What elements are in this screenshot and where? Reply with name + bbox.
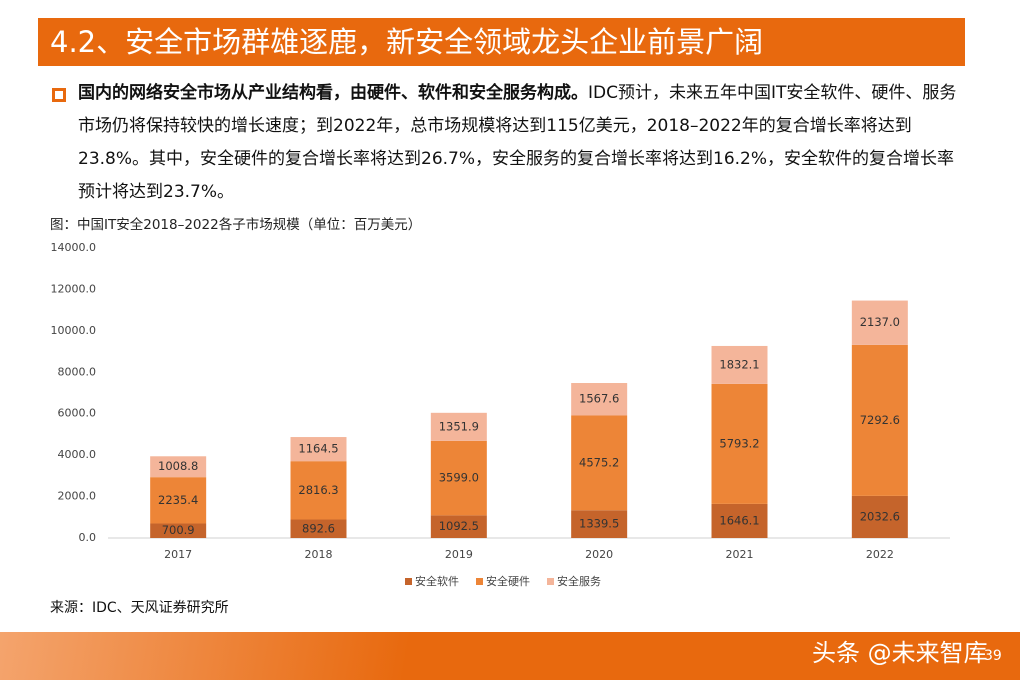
y-tick-label: 4000.0 [58,448,97,461]
bar-segment [290,437,347,462]
x-tick-label: 2022 [866,548,894,561]
value-label: 4575.2 [579,455,619,469]
page-number: 39 [984,648,1002,664]
value-label: 1092.5 [439,519,479,533]
legend-label: 安全服务 [557,574,601,588]
x-tick-label: 2017 [164,548,192,561]
y-tick-label: 2000.0 [58,490,97,503]
bar-segment [851,344,908,496]
value-label: 1351.9 [439,419,479,433]
y-tick-label: 8000.0 [58,365,97,378]
chart-title: 图：中国IT安全2018–2022各子市场规模（单位：百万美元） [50,217,422,233]
chart: 0.0 2000.0 4000.0 6000.0 8000.0 10000.0 12000.… [51,241,950,588]
source: 来源：IDC、天风证券研究所 [50,600,229,616]
watermark: 头条 @未来智库 [812,639,988,667]
y-tick-label: 10000.0 [51,324,97,337]
bar-segment [711,345,768,384]
y-tick-label: 6000.0 [58,407,97,420]
value-label: 700.9 [162,523,195,537]
value-label: 2816.3 [298,483,338,497]
bullet-icon [52,88,66,102]
value-label: 1008.8 [158,459,198,473]
value-label: 7292.6 [860,413,900,427]
value-label: 1646.1 [719,513,759,527]
bar-segment [430,515,487,538]
legend-swatch [476,578,483,585]
value-label: 892.6 [302,521,335,535]
value-label: 5793.2 [719,436,759,450]
bar-segment [290,519,347,538]
value-label: 3599.0 [439,471,479,485]
y-tick-label: 14000.0 [51,241,97,254]
bar-segment [851,495,908,538]
value-label: 1339.5 [579,517,619,531]
x-tick-label: 2020 [585,548,613,561]
bullet-text: 国内的网络安全市场从产业结构看，由硬件、软件和安全服务构成。IDC预计，未来五年… [78,77,968,209]
value-label: 1164.5 [298,442,338,456]
value-label: 2235.4 [158,493,198,507]
x-tick-label: 2021 [726,548,754,561]
bold-text: 国内的网络安全市场从产业结构看，由硬件、软件和安全服务构成。 [78,83,588,103]
bar-segment [571,415,628,511]
x-tick-label: 2018 [305,548,333,561]
bar-segment [430,440,487,516]
value-label: 2137.0 [860,315,900,329]
bar-segment [430,412,487,441]
value-label: 2032.6 [860,509,900,523]
bar-segment [150,456,207,478]
bar-segment [571,383,628,416]
x-tick-label: 2019 [445,548,473,561]
bar-segment [571,510,628,538]
bar-segment [711,503,768,538]
bar-segment [851,300,908,345]
value-label: 1832.1 [719,357,759,371]
footer-band [0,632,1020,680]
value-label: 1567.6 [579,392,619,406]
legend-label: 安全硬件 [486,574,530,588]
slide-title: 4.2、安全市场群雄逐鹿，新安全领域龙头企业前景广阔 [38,18,965,66]
y-tick-label: 12000.0 [51,282,97,295]
y-tick-label: 0.0 [79,531,97,544]
legend-swatch [405,578,412,585]
legend-label: 安全软件 [415,574,459,588]
bar-segment [711,383,768,504]
bar-segment [150,477,207,524]
body-text: IDC预计，未来五年中国IT安全软件、硬件、服务市场仍将保持较快的增长速度；到2… [78,83,957,202]
legend-swatch [547,578,554,585]
bar-segment [150,523,207,538]
bar-segment [290,461,347,520]
